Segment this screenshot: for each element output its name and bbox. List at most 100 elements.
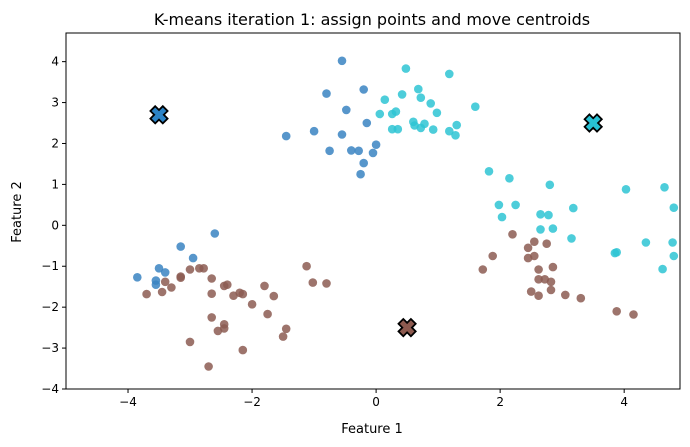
data-point-blue <box>342 105 351 115</box>
data-point-cyan <box>397 90 407 99</box>
data-point-brown <box>302 261 311 271</box>
data-point-cyan <box>432 108 442 118</box>
data-point-cyan <box>387 109 397 119</box>
data-point-cyan <box>416 123 426 133</box>
x-tick-label: 2 <box>496 395 504 409</box>
x-tick-label: −2 <box>243 395 261 409</box>
data-point-cyan <box>641 238 651 247</box>
centroid-marker-blue <box>149 104 169 125</box>
x-tick-label: −4 <box>119 395 137 409</box>
data-point-brown <box>281 324 291 334</box>
data-point-cyan <box>511 200 520 210</box>
data-point-brown <box>260 281 269 291</box>
y-tick-label: 4 <box>51 55 59 69</box>
data-point-cyan <box>669 251 679 261</box>
data-point-brown <box>247 300 257 309</box>
chart-title: K-means iteration 1: assign points and m… <box>154 10 590 29</box>
data-point-brown <box>488 251 498 261</box>
x-tick-label: 0 <box>372 395 380 409</box>
data-point-blue <box>325 146 334 156</box>
data-point-cyan <box>544 210 553 220</box>
data-point-cyan <box>484 167 494 176</box>
data-point-cyan <box>612 248 621 257</box>
y-axis-label: Feature 2 <box>10 181 25 243</box>
data-point-brown <box>176 273 185 283</box>
data-point-brown <box>199 264 208 273</box>
data-point-brown <box>576 293 586 303</box>
y-tick-label: −2 <box>41 300 59 314</box>
centroid-marker-brown <box>397 317 417 338</box>
x-axis-ticks: −4 −2 0 2 4 <box>119 389 628 409</box>
data-point-blue <box>322 89 331 98</box>
data-point-brown <box>204 362 213 371</box>
data-point-brown <box>542 239 551 248</box>
plot-frame <box>65 32 681 390</box>
data-point-cyan <box>545 180 555 190</box>
data-point-brown <box>478 265 488 274</box>
data-point-cyan <box>451 131 460 140</box>
data-point-brown <box>167 283 176 292</box>
data-point-blue <box>347 146 356 155</box>
data-point-blue <box>176 242 185 251</box>
data-point-cyan <box>658 264 667 274</box>
data-point-brown <box>142 289 151 299</box>
data-point-blue <box>160 268 170 277</box>
data-point-blue <box>337 130 347 139</box>
data-point-cyan <box>497 212 507 222</box>
data-point-cyan <box>569 203 578 213</box>
data-point-blue <box>356 169 365 179</box>
data-point-brown <box>530 237 539 246</box>
data-point-brown <box>207 313 216 322</box>
data-point-brown <box>278 332 288 341</box>
data-point-brown <box>263 309 272 319</box>
data-point-blue <box>309 126 319 136</box>
data-point-cyan <box>380 95 390 104</box>
data-point-cyan <box>567 234 576 243</box>
data-point-cyan <box>416 93 426 102</box>
data-point-cyan <box>471 102 480 111</box>
data-point-brown <box>523 243 533 253</box>
x-axis-label: Feature 1 <box>341 422 403 437</box>
data-point-cyan <box>660 183 669 192</box>
y-tick-label: −4 <box>41 382 59 396</box>
data-point-blue <box>368 148 378 158</box>
data-point-cyan <box>445 69 454 79</box>
data-point-brown <box>546 277 556 287</box>
data-point-brown <box>185 337 195 347</box>
y-tick-label: 3 <box>51 96 59 110</box>
data-point-brown <box>548 262 558 272</box>
y-tick-label: 1 <box>51 177 59 191</box>
data-point-brown <box>185 265 195 274</box>
data-point-cyan <box>375 109 385 119</box>
centroids <box>149 104 604 338</box>
data-point-cyan <box>401 64 411 73</box>
data-point-brown <box>523 253 533 263</box>
data-point-blue <box>151 280 161 290</box>
y-tick-label: 2 <box>51 136 59 150</box>
data-point-cyan <box>668 238 677 247</box>
data-point-cyan <box>621 185 631 194</box>
y-tick-label: 0 <box>51 218 59 232</box>
data-point-brown <box>308 278 318 287</box>
data-point-brown <box>508 230 517 239</box>
data-point-cyan <box>669 203 679 212</box>
data-point-blue <box>188 253 198 263</box>
data-point-brown <box>238 345 248 355</box>
data-point-cyan <box>536 225 545 234</box>
data-point-brown <box>322 279 331 288</box>
data-point-blue <box>359 158 369 168</box>
data-point-brown <box>238 289 248 299</box>
data-point-blue <box>359 85 369 94</box>
data-point-blue <box>133 273 142 282</box>
data-point-brown <box>612 307 621 316</box>
data-points <box>133 56 679 371</box>
data-point-brown <box>534 275 543 284</box>
data-point-brown <box>629 310 638 319</box>
data-point-brown <box>207 274 216 283</box>
data-point-blue <box>337 56 347 66</box>
data-point-brown <box>534 291 543 301</box>
y-axis-ticks: −4 −3 −2 −1 0 1 2 3 4 <box>41 55 66 396</box>
data-point-cyan <box>426 99 436 108</box>
centroid-marker-cyan <box>583 113 604 133</box>
